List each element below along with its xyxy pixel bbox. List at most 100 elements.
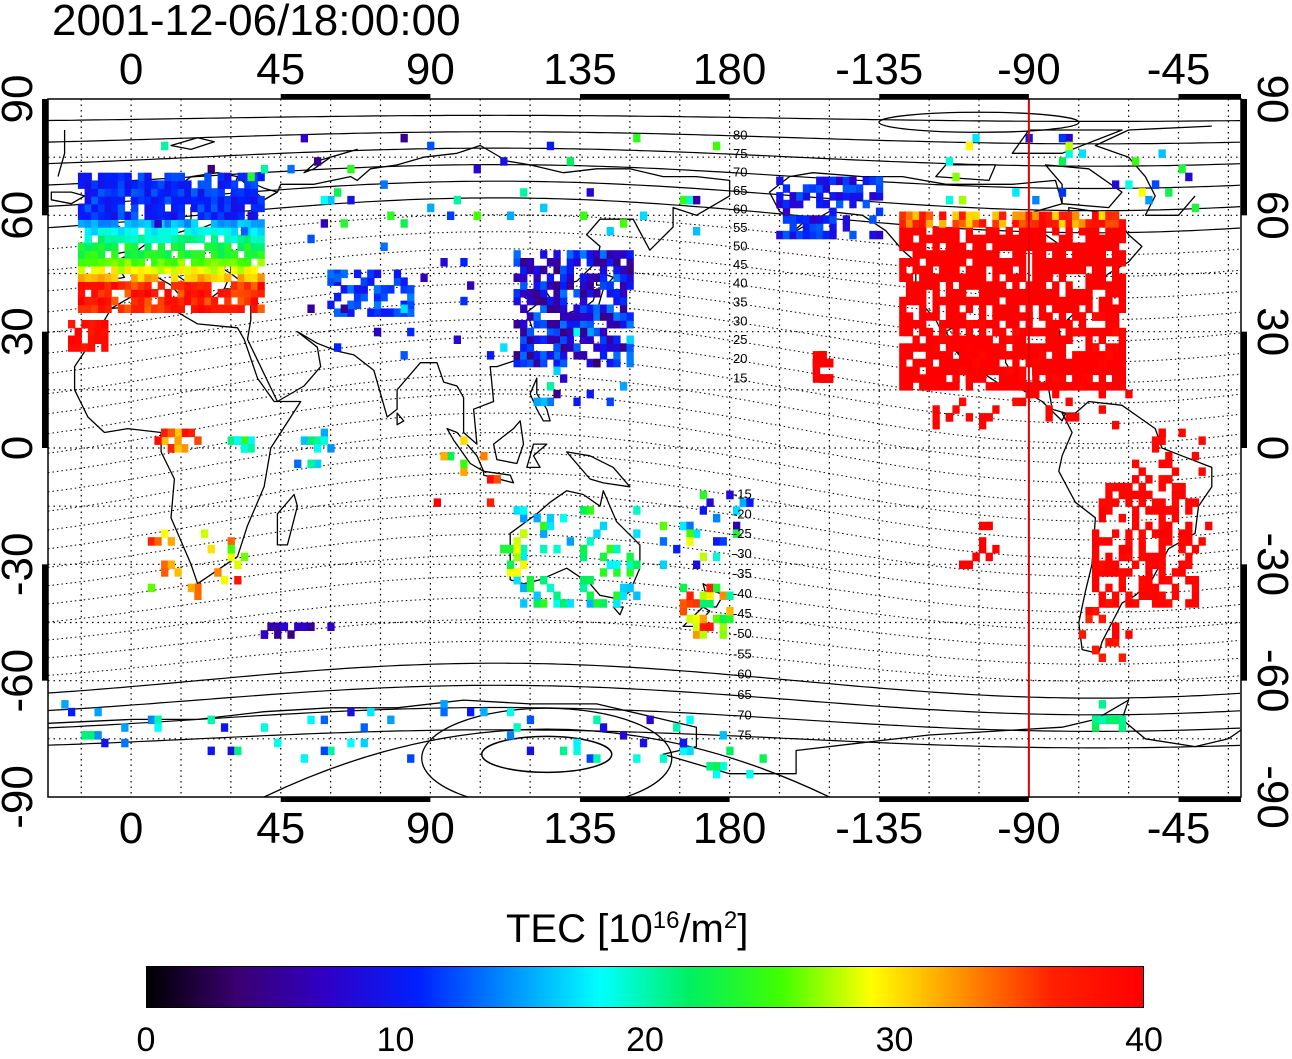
tec-cell <box>979 250 987 259</box>
tec-cell <box>1052 351 1060 360</box>
tec-cell <box>257 195 265 205</box>
tec-cell <box>1105 537 1113 546</box>
contour-line <box>48 554 1241 613</box>
tec-cell <box>1112 265 1120 275</box>
tec-cell <box>244 250 252 259</box>
tec-cell <box>856 184 864 193</box>
tec-cell <box>905 374 914 383</box>
tec-cell <box>526 258 535 267</box>
tec-cell <box>244 188 252 197</box>
tec-cell <box>513 296 521 306</box>
tec-cell <box>473 211 481 220</box>
tec-cell <box>1112 219 1120 228</box>
tec-cell <box>91 250 99 259</box>
tec-cell <box>204 188 212 197</box>
tec-cell <box>373 285 382 294</box>
tec-cell <box>959 211 967 220</box>
tec-cell <box>719 731 727 740</box>
tec-cell <box>1038 343 1047 352</box>
tec-cell <box>453 335 461 344</box>
tec-cell <box>400 219 408 228</box>
tec-cell <box>1085 219 1093 228</box>
tec-cell <box>633 754 641 763</box>
tec-cell <box>217 258 225 267</box>
tec-cell <box>919 242 927 251</box>
tec-cell <box>1065 366 1073 376</box>
tec-cell <box>999 289 1007 298</box>
tec-cell <box>992 250 1000 259</box>
tec-cell <box>925 343 934 352</box>
tec-cell <box>1145 521 1153 531</box>
tec-cell <box>945 157 954 166</box>
tec-cell <box>520 265 528 275</box>
tec-cell <box>992 296 1000 306</box>
tec-cell <box>1038 327 1047 337</box>
tec-cell <box>177 211 185 220</box>
tec-cell <box>925 374 934 383</box>
tec-cell <box>244 273 252 282</box>
tec-cell <box>1072 327 1080 337</box>
tec-cell <box>1072 304 1080 313</box>
tec-cell <box>1078 320 1087 329</box>
tec-cell <box>1058 258 1067 267</box>
tec-cell <box>131 219 139 228</box>
tec-cell <box>194 436 202 445</box>
tec-cell <box>111 219 119 228</box>
tec-cell <box>97 227 106 236</box>
tec-cell <box>210 219 219 228</box>
tec-cell <box>1092 312 1100 321</box>
tec-cell <box>1112 622 1120 631</box>
tec-cell <box>566 327 574 337</box>
tec-cell <box>985 343 993 352</box>
tec-cell <box>157 304 165 313</box>
tec-cell <box>1032 351 1040 360</box>
tec-cell <box>573 289 581 298</box>
tec-cell <box>340 219 348 228</box>
tec-cell <box>1138 498 1146 507</box>
tec-cell <box>84 188 92 197</box>
tec-cell <box>1045 382 1053 391</box>
tec-cell <box>1018 242 1027 251</box>
tec-cell <box>959 397 967 407</box>
tec-cell <box>965 296 973 306</box>
tec-cell <box>453 195 461 205</box>
tec-cell <box>320 436 328 445</box>
tec-cell <box>945 234 954 244</box>
tec-cell <box>952 335 960 344</box>
tec-cell <box>1072 258 1080 267</box>
tec-cell <box>1112 382 1120 391</box>
tec-cell <box>979 312 987 321</box>
tec-cell <box>124 227 132 236</box>
tec-cell <box>1178 428 1186 438</box>
tec-cell <box>1078 296 1087 306</box>
tec-cell <box>992 242 1000 251</box>
tec-cell <box>849 184 857 193</box>
tec-cell <box>230 250 239 259</box>
tec-cell <box>673 544 681 554</box>
tec-cell <box>540 397 548 407</box>
tec-cell <box>184 219 192 228</box>
tec-cell <box>939 335 947 344</box>
tec-cell <box>925 382 934 391</box>
contour-line <box>48 575 1241 631</box>
tec-cell <box>1072 250 1080 259</box>
tec-cell <box>1052 335 1060 344</box>
tec-cell <box>1072 219 1080 228</box>
tec-cell <box>520 258 528 267</box>
tec-cell <box>87 320 96 329</box>
tec-cell <box>1005 227 1013 236</box>
tec-cell <box>117 195 126 205</box>
tec-cell <box>220 723 229 732</box>
tec-cell <box>912 211 920 220</box>
lon-label-top: 135 <box>543 45 616 94</box>
tec-cell <box>1058 358 1067 368</box>
tec-cell <box>1012 335 1020 344</box>
tec-cell <box>819 358 827 368</box>
tec-cell <box>526 312 535 321</box>
tec-cell <box>1098 653 1106 662</box>
tec-cell <box>1052 211 1060 220</box>
tec-cell <box>932 420 940 430</box>
tec-cell <box>87 731 96 740</box>
tec-cell <box>972 211 980 220</box>
frame-tickbar-bottom <box>580 797 730 802</box>
